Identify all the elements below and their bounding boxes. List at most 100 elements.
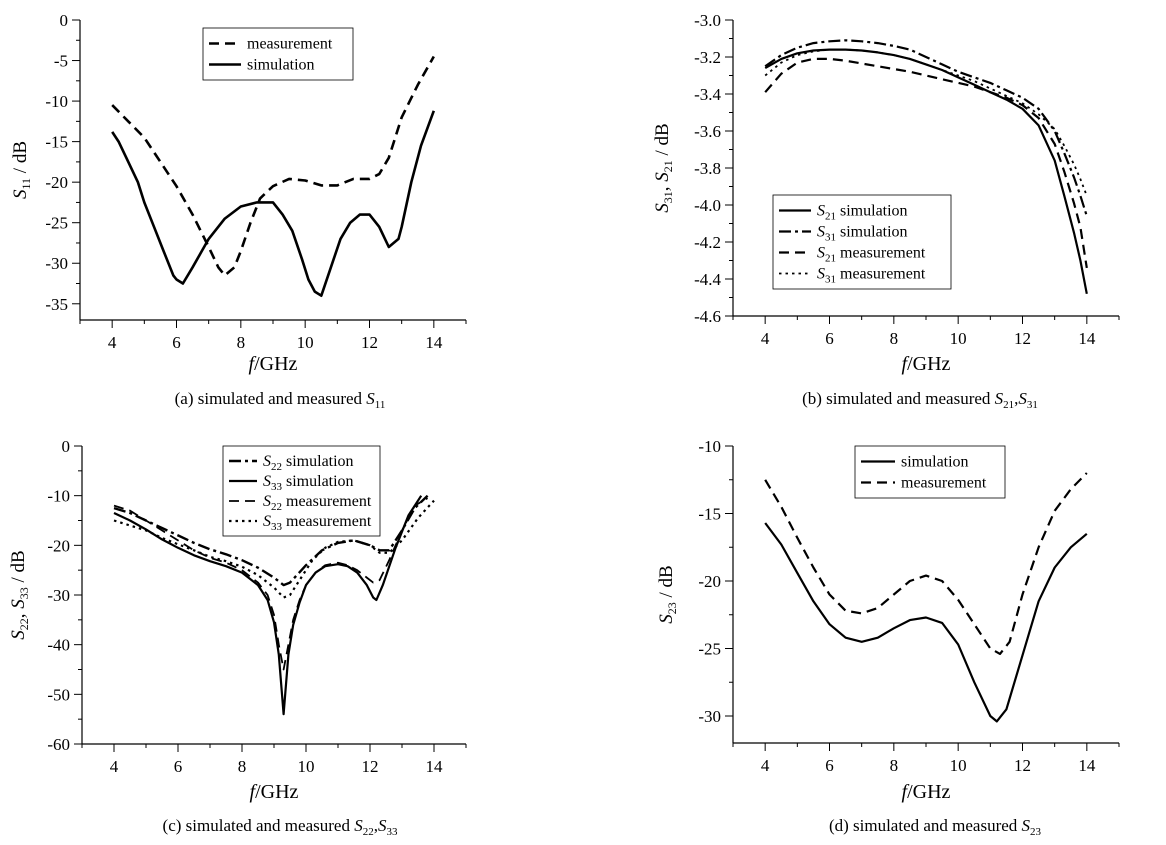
x-tick-label: 4: [761, 756, 770, 775]
x-tick-label: 10: [950, 756, 967, 775]
x-tick-label: 14: [426, 757, 444, 776]
x-tick-label: 14: [1078, 329, 1096, 348]
y-tick-label: -30: [45, 254, 68, 273]
legend-text: measurement: [282, 493, 372, 510]
x-axis-symbol: f: [902, 781, 910, 803]
series-line-0: [111, 55, 435, 277]
x-tick-label: 8: [238, 757, 247, 776]
series-line-1: [764, 39, 1088, 217]
x-axis-separator: /: [254, 353, 260, 375]
y-axis-subscript-2: 21: [661, 160, 675, 172]
legend-symbol: S: [817, 266, 825, 283]
legend-text: measurement: [836, 266, 926, 283]
legend-subscript: 33: [271, 521, 283, 533]
legend-label: S21 simulation: [817, 203, 908, 223]
x-axis-symbol: f: [249, 353, 257, 375]
y-tick-label: -35: [45, 295, 68, 314]
x-tick-label: 12: [362, 757, 379, 776]
panel-caption: (d) simulated and measured S23: [829, 816, 1042, 838]
caption-separator: ,: [374, 816, 378, 835]
legend-label: measurement: [901, 475, 987, 492]
caption-symbol: S: [1022, 816, 1031, 835]
series-line-2: [764, 57, 1088, 269]
panel-caption: (c) simulated and measured S22,S33: [163, 816, 398, 838]
y-tick-label: -3.8: [694, 159, 721, 178]
series-line-0: [113, 494, 429, 587]
legend-symbol: S: [817, 203, 825, 220]
panel-caption: (a) simulated and measured S11: [175, 389, 386, 411]
legend-subscript: 31: [825, 274, 836, 286]
legend-label: S31 measurement: [817, 266, 926, 286]
y-axis-separator: ,: [8, 609, 29, 619]
caption-symbol-2: S: [1018, 389, 1027, 408]
x-tick-label: 6: [174, 757, 183, 776]
y-tick-label: -15: [45, 133, 68, 152]
y-axis-symbol: S: [8, 630, 29, 640]
caption-symbol: S: [354, 816, 363, 835]
legend-text: simulation: [901, 454, 969, 471]
y-tick-label: -5: [54, 52, 68, 71]
legend-label: S21 measurement: [817, 245, 926, 265]
series-line-3: [113, 499, 435, 599]
caption-subscript-2: 33: [386, 826, 398, 838]
series-line-0: [764, 522, 1088, 723]
y-tick-label: -25: [698, 640, 721, 659]
x-tick-label: 8: [237, 333, 246, 352]
x-axis-label: f/GHz: [249, 353, 298, 375]
series-line-3: [764, 48, 1088, 197]
x-tick-label: 10: [298, 757, 315, 776]
legend-subscript: 21: [825, 211, 836, 223]
x-tick-label: 6: [172, 333, 181, 352]
legend-symbol: S: [263, 493, 271, 510]
legend-symbol: S: [263, 453, 271, 470]
legend-text: simulation: [836, 203, 908, 220]
y-axis-symbol: S: [652, 203, 673, 213]
caption-symbol: S: [995, 389, 1004, 408]
legend-label: S33 simulation: [263, 473, 354, 493]
panel-caption: (b) simulated and measured S21,S31: [802, 389, 1038, 411]
x-axis-symbol: f: [250, 781, 258, 803]
legend-box: [854, 445, 1006, 499]
caption-subscript: 21: [1003, 399, 1014, 411]
x-tick-label: 12: [361, 333, 378, 352]
caption-subscript: 23: [1030, 826, 1042, 838]
legend-label: S33 measurement: [263, 513, 372, 533]
caption-subscript: 22: [363, 826, 374, 838]
caption-text: (d) simulated and measured: [829, 816, 1022, 835]
legend-label: simulation: [247, 57, 315, 74]
caption-symbol-2: S: [378, 816, 387, 835]
y-tick-label: -10: [45, 92, 68, 111]
x-tick-label: 6: [825, 329, 834, 348]
legend-text: measurement: [247, 36, 333, 53]
legend-subscript: 22: [271, 501, 282, 513]
x-tick-label: 14: [1078, 756, 1096, 775]
caption-separator: ,: [1014, 389, 1018, 408]
legend-label: measurement: [247, 36, 333, 53]
x-axis-unit: GHz: [913, 781, 951, 803]
y-tick-label: -30: [698, 707, 721, 726]
y-axis-subscript: 22: [17, 618, 31, 630]
legend-text: simulation: [247, 57, 315, 74]
legend-symbol: S: [263, 473, 271, 490]
y-axis-subscript-2: 33: [17, 587, 31, 599]
y-tick-label: -50: [47, 685, 70, 704]
legend-label: S22 simulation: [263, 453, 354, 473]
y-axis-unit: / dB: [8, 550, 29, 587]
legend-symbol: S: [817, 224, 825, 241]
legend-subscript: 22: [271, 461, 282, 473]
y-tick-label: -10: [47, 487, 70, 506]
y-axis-label: S31, S21 / dB: [652, 123, 675, 212]
legend-label: S31 simulation: [817, 224, 908, 244]
y-tick-label: -3.6: [694, 122, 721, 141]
legend-subscript: 33: [271, 481, 283, 493]
legend-label: simulation: [901, 454, 969, 471]
x-axis-unit: GHz: [260, 353, 298, 375]
y-tick-label: -60: [47, 735, 70, 754]
caption-text: (a) simulated and measured: [175, 389, 367, 408]
x-tick-label: 8: [890, 756, 899, 775]
legend-text: simulation: [836, 224, 908, 241]
y-axis-symbol-2: S: [652, 172, 673, 182]
x-tick-label: 6: [825, 756, 834, 775]
